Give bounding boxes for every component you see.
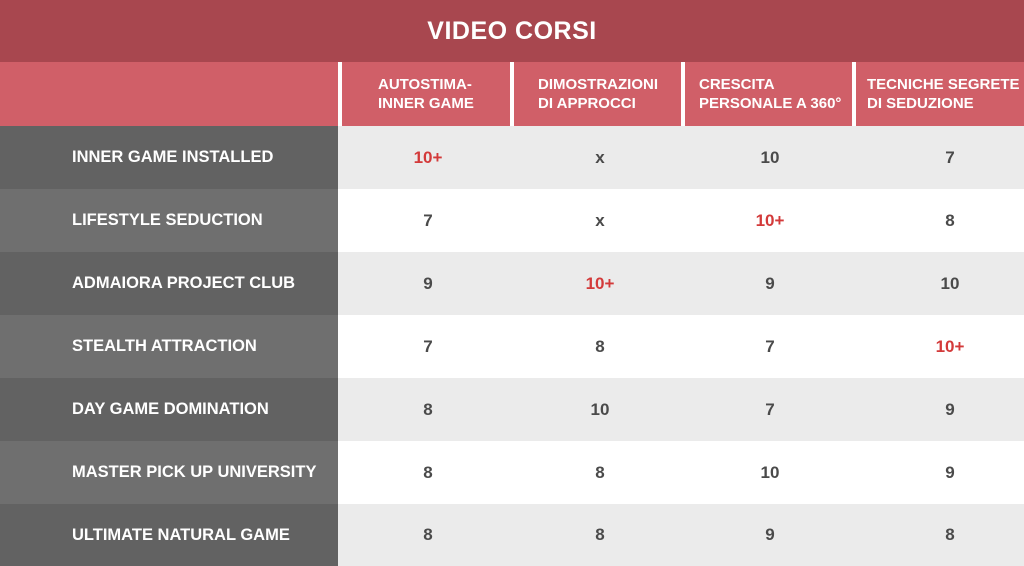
column-header-row: AUTOSTIMA- INNER GAME DIMOSTRAZIONI DI A…: [0, 62, 1024, 137]
table-cell: 8: [423, 399, 433, 419]
table-cell: 10: [760, 462, 780, 482]
table-cell: 8: [595, 336, 605, 356]
table-row: STEALTH ATTRACTION 7 8 7 10+: [0, 315, 1024, 378]
table-cell: 10+: [755, 210, 785, 230]
table-row: ADMAIORA PROJECT CLUB 9 10+ 9 10: [0, 252, 1024, 315]
table-row: DAY GAME DOMINATION 8 10 7 9: [0, 378, 1024, 441]
row-label: LIFESTYLE SEDUCTION: [0, 189, 338, 252]
row-label: STEALTH ATTRACTION: [0, 315, 338, 378]
row-cells: 10+ x 10 7: [338, 126, 1024, 189]
table-cell: 8: [945, 525, 955, 544]
chart-title: VIDEO CORSI: [0, 0, 1024, 62]
table-row: INNER GAME INSTALLED 10+ x 10 7: [0, 126, 1024, 189]
table-cell: 7: [423, 336, 433, 356]
table-row: MASTER PICK UP UNIVERSITY 8 8 10 9: [0, 441, 1024, 504]
table-cell: 10+: [585, 273, 615, 293]
table-cell: x: [595, 147, 605, 167]
table-cell: 7: [765, 336, 775, 356]
table-cell: 7: [945, 147, 955, 167]
row-cells: 7 x 10+ 8: [338, 189, 1024, 252]
row-cells: 8 8 9 8: [338, 504, 1024, 566]
row-label: INNER GAME INSTALLED: [0, 126, 338, 189]
table-cell: x: [595, 210, 605, 230]
row-cells: 9 10+ 9 10: [338, 252, 1024, 315]
table-cell: 7: [765, 399, 775, 419]
header-corner-cell: [0, 62, 338, 137]
row-cells: 7 8 7 10+: [338, 315, 1024, 378]
column-header-dimostrazioni: DIMOSTRAZIONI DI APPROCCI: [514, 62, 681, 137]
table-body: INNER GAME INSTALLED 10+ x 10 7 LIFESTYLE SED…: [0, 126, 1024, 566]
table-cell: 9: [423, 273, 433, 293]
table-cell: 8: [423, 462, 433, 482]
row-label: ADMAIORA PROJECT CLUB: [0, 252, 338, 315]
row-cells: 8 8 10 9: [338, 441, 1024, 504]
row-label: MASTER PICK UP UNIVERSITY: [0, 441, 338, 504]
column-header-crescita: CRESCITA PERSONALE A 360°: [685, 62, 852, 137]
table-cell: 10+: [413, 147, 443, 167]
table-cell: 9: [765, 525, 775, 544]
table-cell: 10: [760, 147, 780, 167]
table-cell: 8: [945, 210, 955, 230]
column-header-autostima: AUTOSTIMA- INNER GAME: [342, 62, 510, 137]
table-cell: 10: [590, 399, 610, 419]
table-row: ULTIMATE NATURAL GAME 8 8 9 8: [0, 504, 1024, 566]
table-row: LIFESTYLE SEDUCTION 7 x 10+ 8: [0, 189, 1024, 252]
table-cell: 10+: [935, 336, 965, 356]
row-cells: 8 10 7 9: [338, 378, 1024, 441]
column-header-tecniche: TECNICHE SEGRETE DI SEDUZIONE: [856, 62, 1024, 137]
table-cell: 7: [423, 210, 433, 230]
table-cell: 8: [595, 462, 605, 482]
table-cell: 8: [423, 525, 433, 544]
table-cell: 8: [595, 525, 605, 544]
table-cell: 9: [945, 399, 955, 419]
row-label: ULTIMATE NATURAL GAME: [0, 504, 338, 566]
table-cell: 9: [765, 273, 775, 293]
table-cell: 9: [945, 462, 955, 482]
table-cell: 10: [940, 273, 960, 293]
row-label: DAY GAME DOMINATION: [0, 378, 338, 441]
